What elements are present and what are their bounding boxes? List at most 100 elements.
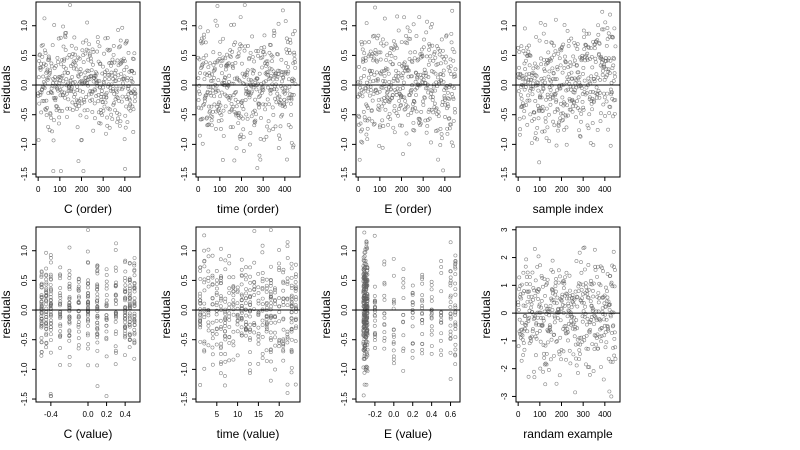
- data-point: [553, 315, 557, 320]
- data-point: [231, 312, 236, 317]
- data-point: [202, 233, 207, 238]
- data-point: [441, 73, 446, 78]
- data-point: [358, 80, 363, 85]
- data-point: [80, 90, 85, 94]
- data-point: [117, 45, 121, 50]
- data-point: [61, 44, 66, 49]
- data-point: [365, 365, 370, 370]
- data-point: [522, 26, 527, 31]
- data-point: [590, 342, 595, 347]
- data-point: [120, 94, 125, 99]
- data-point: [210, 253, 215, 258]
- data-point: [536, 297, 541, 301]
- data-point: [369, 88, 374, 92]
- data-point: [448, 329, 453, 334]
- data-point: [104, 68, 109, 73]
- data-point: [549, 298, 554, 303]
- data-point: [521, 101, 525, 106]
- data-point: [409, 90, 413, 95]
- data-point: [44, 298, 48, 302]
- x-tick-label: 300: [256, 185, 270, 194]
- data-point: [401, 152, 405, 156]
- data-point: [272, 315, 277, 319]
- data-point: [408, 36, 413, 41]
- data-point: [95, 271, 100, 276]
- data-point: [86, 342, 91, 347]
- data-point: [36, 75, 41, 80]
- data-point: [218, 39, 223, 44]
- data-point: [133, 91, 137, 96]
- data-point: [414, 109, 419, 114]
- data-point: [95, 269, 100, 274]
- data-point: [49, 297, 53, 302]
- data-point: [410, 60, 415, 65]
- data-point: [555, 339, 560, 343]
- data-point: [260, 296, 265, 301]
- data-point: [577, 128, 581, 133]
- data-point: [248, 314, 252, 319]
- data-point: [385, 53, 390, 58]
- data-point: [214, 269, 219, 273]
- data-point: [401, 368, 406, 373]
- data-point: [607, 389, 612, 394]
- x-tick-label: 0: [516, 185, 521, 194]
- data-point: [291, 143, 296, 148]
- data-point: [606, 328, 611, 333]
- data-point: [110, 89, 115, 94]
- data-point: [563, 60, 568, 65]
- data-point: [439, 353, 444, 357]
- data-point: [243, 44, 248, 49]
- data-point: [596, 264, 600, 269]
- data-point: [217, 51, 222, 56]
- data-point: [412, 128, 417, 133]
- data-point: [120, 81, 125, 86]
- data-point: [370, 69, 374, 73]
- data-point: [223, 296, 228, 301]
- x-tick-label: -0.2: [368, 410, 382, 419]
- data-point: [410, 324, 415, 329]
- data-point: [128, 102, 133, 107]
- data-point: [572, 315, 576, 320]
- data-point: [58, 93, 63, 98]
- data-point: [285, 332, 290, 337]
- data-point: [364, 297, 369, 302]
- data-point: [558, 63, 563, 68]
- data-point: [123, 260, 127, 265]
- data-point: [594, 336, 599, 340]
- data-point: [238, 15, 243, 20]
- data-point: [269, 67, 274, 72]
- data-point: [577, 336, 582, 341]
- data-point: [582, 78, 587, 83]
- data-point: [56, 88, 61, 93]
- data-point: [122, 59, 127, 64]
- data-point: [285, 40, 290, 45]
- y-tick-label: -1.5: [340, 392, 349, 406]
- data-point: [197, 133, 202, 138]
- data-point: [132, 281, 137, 286]
- data-point: [392, 297, 396, 302]
- data-point: [228, 94, 232, 98]
- data-point: [202, 258, 207, 263]
- data-point: [236, 121, 241, 126]
- data-point: [255, 166, 260, 170]
- data-point: [235, 322, 240, 327]
- data-point: [429, 298, 434, 303]
- data-point: [85, 260, 90, 265]
- data-point: [453, 281, 458, 286]
- data-point: [550, 308, 555, 312]
- data-point: [218, 298, 223, 303]
- data-point: [104, 298, 109, 303]
- data-point: [48, 282, 53, 287]
- data-point: [219, 90, 224, 95]
- data-point: [545, 92, 550, 97]
- data-point: [585, 51, 590, 56]
- data-point: [605, 91, 610, 96]
- data-point: [581, 72, 585, 76]
- data-point: [265, 286, 269, 291]
- data-point: [612, 71, 617, 76]
- data-point: [39, 110, 44, 115]
- data-point: [573, 104, 578, 109]
- data-point: [39, 353, 44, 358]
- data-point: [231, 298, 236, 303]
- data-point: [101, 64, 105, 69]
